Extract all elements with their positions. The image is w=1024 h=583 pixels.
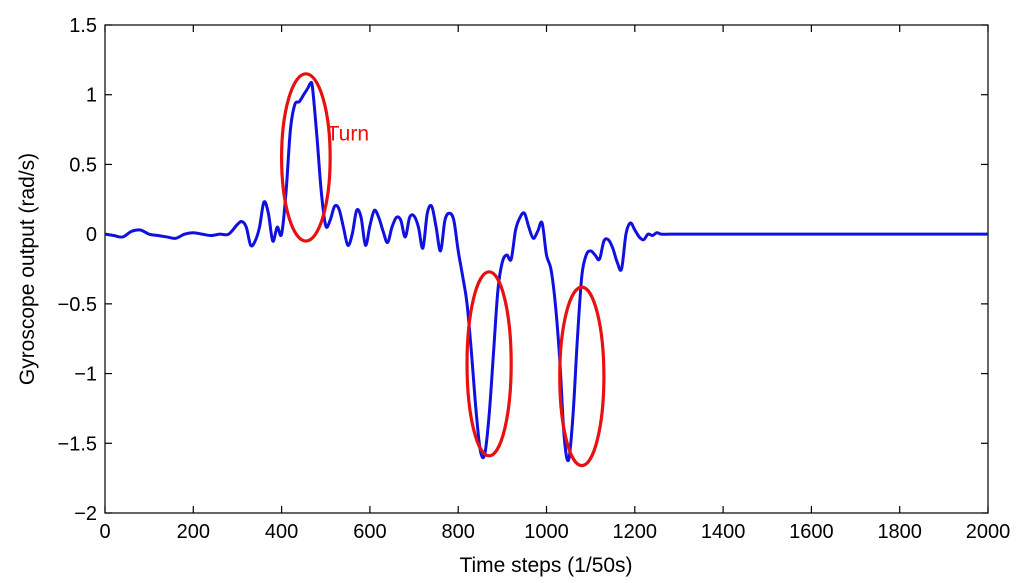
x-axis-title: Time steps (1/50s) — [459, 554, 632, 577]
turn-ellipse-1 — [280, 72, 332, 243]
turn-ellipse-3 — [558, 285, 606, 468]
x-tick-label: 0 — [99, 521, 110, 543]
y-tick-label: −2 — [74, 503, 97, 525]
x-tick-label: 1600 — [789, 521, 834, 543]
x-tick-label: 1800 — [877, 521, 922, 543]
x-tick-label: 1000 — [524, 521, 569, 543]
y-tick-label: 0 — [86, 224, 97, 246]
series-line — [105, 80, 988, 463]
y-tick-label: −1 — [74, 364, 97, 386]
annotation-turn: Turn — [327, 123, 369, 146]
y-tick-label: 0.5 — [69, 154, 97, 176]
x-tick-label: 1400 — [701, 521, 746, 543]
x-tick-label: 800 — [442, 521, 475, 543]
x-tick-label: 1200 — [613, 521, 658, 543]
y-tick-label: −1.5 — [58, 433, 97, 455]
turn-highlights — [280, 72, 606, 468]
x-tick-label: 400 — [265, 521, 298, 543]
x-axis: 0 200 400 600 800 1000 1200 1400 1600 1800 2000 — [99, 25, 1010, 543]
x-tick-label: 200 — [177, 521, 210, 543]
x-tick-label: 2000 — [966, 521, 1011, 543]
turn-ellipse-2 — [465, 270, 513, 458]
plot-area — [104, 24, 989, 514]
y-tick-label: 1.5 — [69, 15, 97, 37]
x-tick-label: 600 — [353, 521, 386, 543]
y-axis: −2 −1.5 −1 −0.5 0 0.5 1 1.5 — [58, 15, 988, 525]
y-tick-label: −0.5 — [58, 294, 97, 316]
y-axis-title: Gyroscope output (rad/s) — [16, 153, 39, 385]
y-tick-label: 1 — [86, 85, 97, 107]
